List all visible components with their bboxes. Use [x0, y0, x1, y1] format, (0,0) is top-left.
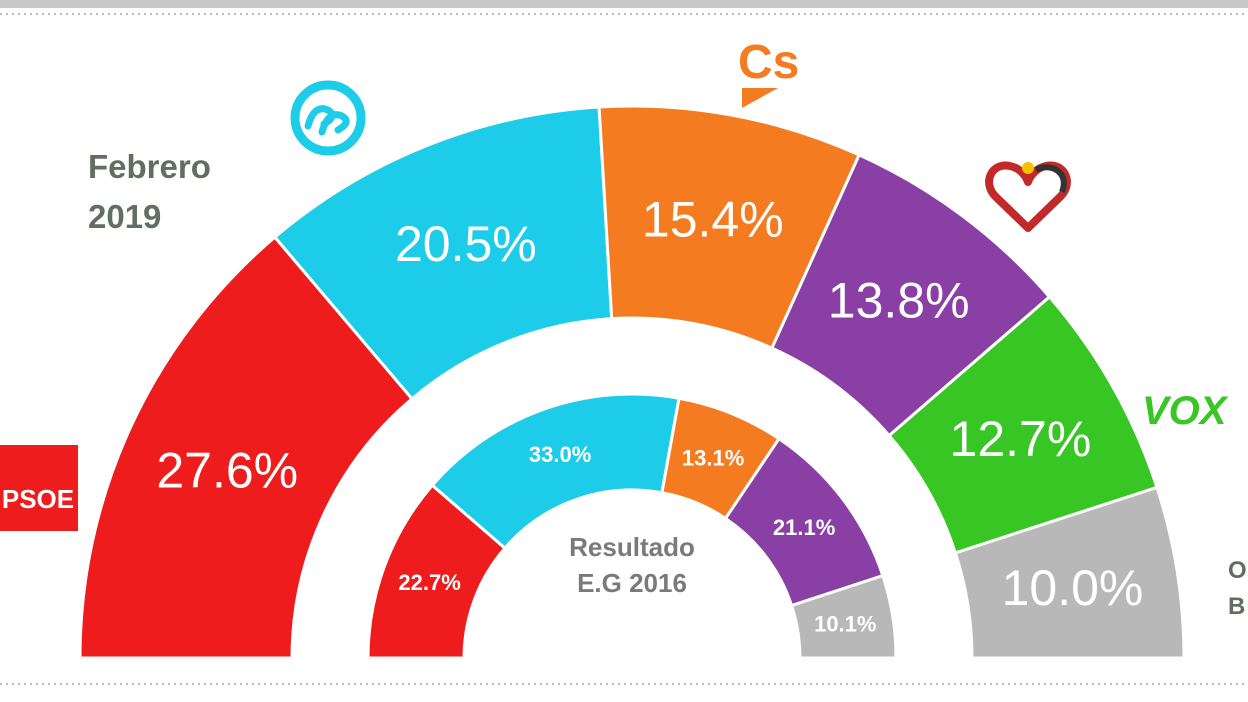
inner-label-podemos: 21.1%: [773, 515, 835, 540]
top-border: [0, 0, 1248, 8]
inner-label-cs: 13.1%: [682, 445, 744, 470]
psoe-logo-text: PSOE: [2, 484, 74, 514]
inner-slice-otros: [789, 573, 898, 660]
others-label-line2: B: [1228, 593, 1245, 620]
outer-label-cs: 15.4%: [642, 191, 784, 247]
outer-label-psoe: 27.6%: [156, 443, 298, 499]
inner-label-otros: 10.1%: [814, 611, 876, 636]
outer-ring: 27.6% 20.5% 15.4% 13.8% 12.7% 10.0%: [78, 104, 1186, 660]
cs-logo-text: Cs: [738, 36, 799, 89]
cs-logo: Cs: [738, 36, 799, 108]
outer-label-pp: 20.5%: [395, 216, 537, 272]
inner-label-pp: 33.0%: [529, 442, 591, 467]
pp-logo-icon: [290, 80, 366, 156]
outer-label-podemos: 13.8%: [828, 273, 970, 329]
inner-caption-line2: E.G 2016: [577, 568, 687, 598]
outer-label-otros: 10.0%: [1002, 560, 1144, 616]
podemos-heart-icon: [985, 161, 1071, 232]
vox-logo-text: VOX: [1142, 389, 1229, 433]
cs-logo-flag: [742, 88, 778, 108]
psoe-logo: PSOE: [0, 445, 78, 531]
inner-label-psoe: 22.7%: [398, 570, 460, 595]
header-label: Febrero: [88, 148, 211, 185]
psoe-logo-box: [0, 445, 78, 531]
header-year: 2019: [88, 198, 161, 235]
outer-slice-otros: [953, 485, 1186, 660]
others-label-line1: O: [1228, 557, 1247, 584]
inner-ring: 22.7% 33.0% 13.1% 21.1% 10.1%: [366, 392, 898, 660]
outer-label-vox: 12.7%: [950, 411, 1092, 467]
inner-caption-line1: Resultado: [569, 532, 695, 562]
outer-slice-psoe: [78, 235, 415, 660]
